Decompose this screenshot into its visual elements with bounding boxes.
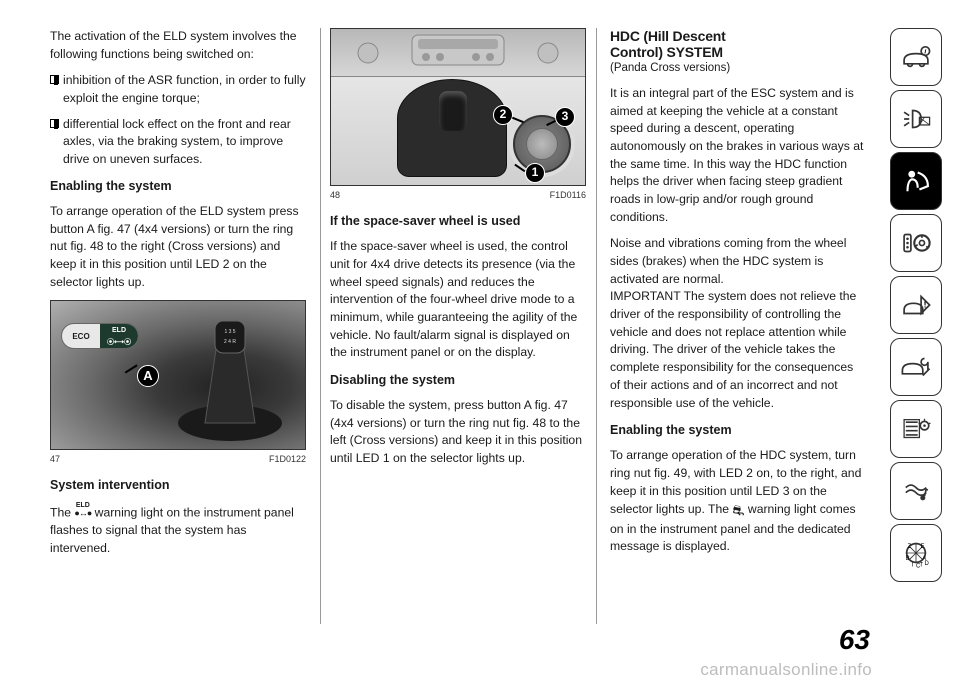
callout-3: 3 bbox=[555, 107, 575, 127]
nav-specs-icon[interactable] bbox=[890, 400, 942, 458]
nav-media-icon[interactable] bbox=[890, 462, 942, 520]
hdc-subtitle: (Panda Cross versions) bbox=[610, 60, 866, 77]
heading-enabling: Enabling the system bbox=[50, 177, 306, 195]
page-content: The activation of the ELD system involve… bbox=[0, 0, 960, 686]
figure-47-caption: 47 F1D0122 bbox=[50, 453, 306, 466]
intervention-text: The ELD●↔● warning light on the instrume… bbox=[50, 503, 306, 558]
spacesaver-text: If the space-saver wheel is used, the co… bbox=[330, 238, 586, 362]
hdc-title-1: HDC (Hill Descent bbox=[610, 28, 866, 44]
bullet-icon bbox=[50, 119, 59, 128]
column-2: 1 2 3 48 F1D0116 If the space-saver whee… bbox=[330, 28, 586, 668]
svg-text:B: B bbox=[906, 556, 910, 562]
watermark: carmanualsonline.info bbox=[700, 660, 872, 680]
sidebar-nav: i ! ZE BA IC TD bbox=[890, 28, 942, 668]
disabling-text: To disable the system, press button A fi… bbox=[330, 397, 586, 468]
enabling-text: To arrange operation of the ELD system p… bbox=[50, 203, 306, 291]
svg-text:E: E bbox=[921, 544, 925, 550]
eld-label: ELD ⦿⟷⦿ bbox=[100, 324, 138, 348]
figure-48-caption: 48 F1D0116 bbox=[330, 189, 586, 202]
svg-text:D: D bbox=[925, 561, 929, 567]
nav-safety-icon[interactable] bbox=[890, 152, 942, 210]
nav-lights-icon[interactable] bbox=[890, 90, 942, 148]
svg-text:i: i bbox=[924, 49, 926, 56]
fig-48-code: F1D0116 bbox=[550, 189, 586, 202]
column-divider-1 bbox=[320, 28, 321, 624]
heading-intervention: System intervention bbox=[50, 476, 306, 494]
fig-47-num: 47 bbox=[50, 453, 60, 466]
svg-text:Z: Z bbox=[908, 544, 912, 550]
svg-text:I: I bbox=[912, 563, 914, 569]
nav-keys-icon[interactable] bbox=[890, 214, 942, 272]
dash-svg bbox=[331, 29, 585, 77]
figure-47: ECO ELD ⦿⟷⦿ 1 3 5 2 4 R A bbox=[50, 300, 306, 450]
column-1: The activation of the ELD system involve… bbox=[50, 28, 306, 668]
page-number: 63 bbox=[839, 624, 870, 656]
nav-warning-icon[interactable]: ! bbox=[890, 276, 942, 334]
bullet-2: differential lock effect on the front an… bbox=[50, 116, 306, 169]
callout-2: 2 bbox=[493, 105, 513, 125]
hdc-p1: It is an integral part of the ESC system… bbox=[610, 85, 866, 227]
hdc-p2: Noise and vibrations coming from the whe… bbox=[610, 235, 866, 288]
hdc-warning-icon: ⛐ bbox=[732, 502, 744, 518]
dashboard-illustration bbox=[331, 29, 585, 77]
bullet-icon bbox=[50, 75, 59, 84]
hdc-title-2: Control) SYSTEM bbox=[610, 44, 866, 60]
eco-eld-switch: ECO ELD ⦿⟷⦿ bbox=[61, 323, 139, 349]
heading-spacesaver: If the space-saver wheel is used bbox=[330, 212, 586, 230]
svg-text:!: ! bbox=[924, 300, 927, 310]
bullet-2-text: differential lock effect on the front an… bbox=[63, 116, 306, 169]
eld-icon-bot: ●↔● bbox=[74, 508, 91, 518]
gear-shift-illustration: 1 3 5 2 4 R bbox=[175, 313, 285, 443]
heading-disabling: Disabling the system bbox=[330, 371, 586, 389]
hdc-p4: To arrange operation of the HDC system, … bbox=[610, 447, 866, 556]
intro-text: The activation of the ELD system involve… bbox=[50, 28, 306, 63]
eld-warning-icon: ELD●↔● bbox=[74, 503, 91, 518]
p2-pre: The bbox=[50, 505, 74, 519]
fig-47-code: F1D0122 bbox=[269, 453, 306, 466]
heading-hdc-enable: Enabling the system bbox=[610, 421, 866, 439]
svg-text:2 4 R: 2 4 R bbox=[224, 339, 236, 345]
figure-48: 1 2 3 bbox=[330, 28, 586, 186]
fig-48-num: 48 bbox=[330, 189, 340, 202]
nav-index-icon[interactable]: ZE BA IC TD bbox=[890, 524, 942, 582]
column-divider-2 bbox=[596, 28, 597, 624]
nav-service-icon[interactable] bbox=[890, 338, 942, 396]
nav-vehicle-icon[interactable]: i bbox=[890, 28, 942, 86]
bullet-1-text: inhibition of the ASR function, in order… bbox=[63, 72, 306, 107]
eld-text: ELD bbox=[112, 324, 126, 336]
svg-text:T: T bbox=[919, 563, 923, 569]
svg-text:1 3 5: 1 3 5 bbox=[224, 329, 235, 335]
column-3: HDC (Hill Descent Control) SYSTEM (Panda… bbox=[610, 28, 866, 668]
gear-stick bbox=[439, 91, 467, 131]
callout-1: 1 bbox=[525, 163, 545, 183]
hdc-p3: IMPORTANT The system does not relieve th… bbox=[610, 288, 866, 412]
eco-label: ECO bbox=[62, 324, 100, 348]
bullet-1: inhibition of the ASR function, in order… bbox=[50, 72, 306, 107]
